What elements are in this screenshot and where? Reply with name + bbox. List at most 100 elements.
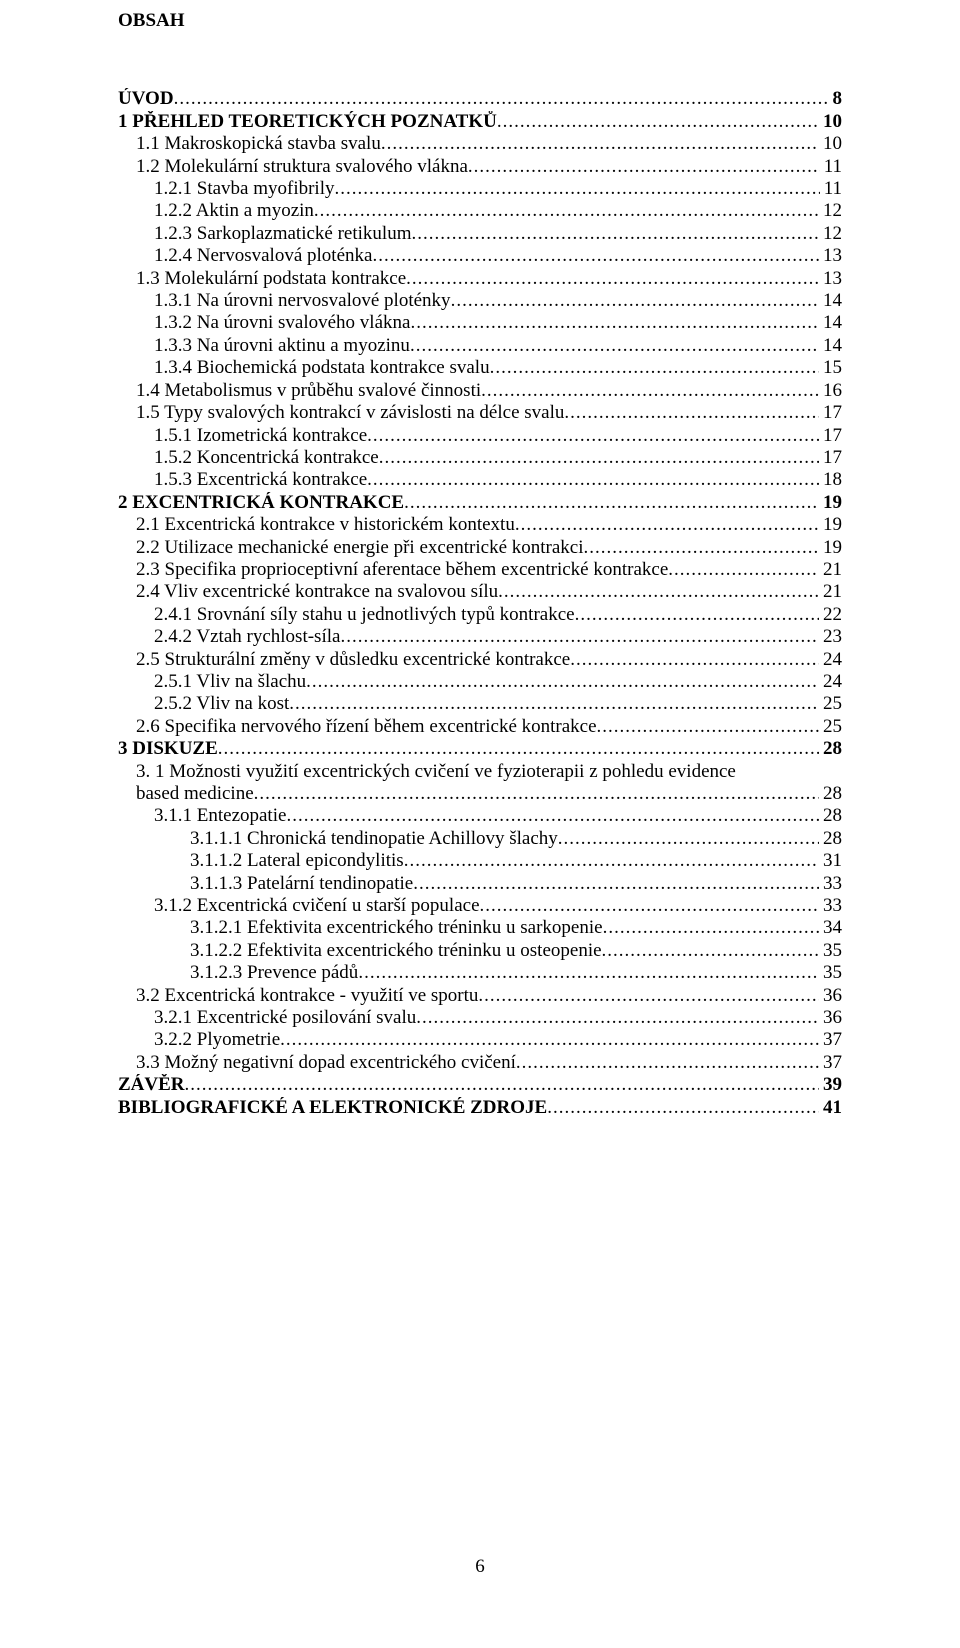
toc-entry: 3.1.2 Excentrická cvičení u starší popul… xyxy=(118,895,842,917)
toc-entry-page: 8 xyxy=(829,88,843,110)
toc-leader-dots xyxy=(480,895,819,917)
toc-entry: 3.1.2.2 Efektivita excentrického trénink… xyxy=(118,940,842,962)
toc-leader-dots xyxy=(410,335,819,357)
toc-entry-page: 17 xyxy=(819,447,842,469)
toc-entry-label: 3. 1 Možnosti využití excentrických cvič… xyxy=(136,761,736,783)
toc-entry: 2.4.1 Srovnání síly stahu u jednotlivých… xyxy=(118,604,842,626)
toc-leader-dots xyxy=(381,133,819,155)
toc-entry: 1.2 Molekulární struktura svalového vlák… xyxy=(118,156,842,178)
toc-entry-page: 12 xyxy=(819,200,842,222)
toc-entry-page: 24 xyxy=(819,671,842,693)
toc-leader-dots xyxy=(314,200,819,222)
toc-entry-label: 1.2 Molekulární struktura svalového vlák… xyxy=(136,156,468,178)
toc-entry: 1.2.3 Sarkoplazmatické retikulum 12 xyxy=(118,223,842,245)
toc-leader-dots xyxy=(174,88,829,110)
toc-entry-page: 39 xyxy=(819,1074,842,1096)
toc-leader-dots xyxy=(367,425,819,447)
toc-heading: OBSAH xyxy=(118,10,842,32)
toc-leader-dots xyxy=(498,581,819,603)
toc-entry-page: 12 xyxy=(819,223,842,245)
toc-leader-dots xyxy=(185,1074,819,1096)
toc-entry-page: 36 xyxy=(819,985,842,1007)
toc-entry-label: 1.4 Metabolismus v průběhu svalové činno… xyxy=(136,380,481,402)
toc-entry-page: 19 xyxy=(819,537,842,559)
toc-entry: 3.1.2.1 Efektivita excentrického trénink… xyxy=(118,917,842,939)
toc-leader-dots xyxy=(603,917,819,939)
toc-leader-dots xyxy=(372,245,819,267)
toc-entry: 2.1 Excentrická kontrakce v historickém … xyxy=(118,514,842,536)
toc-entry: 3.1.1.2 Lateral epicondylitis 31 xyxy=(118,850,842,872)
toc-entry: 1.5.3 Excentrická kontrakce 18 xyxy=(118,469,842,491)
toc-leader-dots xyxy=(558,828,819,850)
toc-entry: 1.2.2 Aktin a myozin 12 xyxy=(118,200,842,222)
toc-entry-page: 23 xyxy=(819,626,842,648)
toc-entry-label: 1.3.2 Na úrovni svalového vlákna xyxy=(154,312,410,334)
toc-entry-page: 36 xyxy=(819,1007,842,1029)
toc-leader-dots xyxy=(668,559,819,581)
toc-entry: 1.3.3 Na úrovni aktinu a myozinu 14 xyxy=(118,335,842,357)
toc-entry-page: 35 xyxy=(819,940,842,962)
toc-entry: 1.5.1 Izometrická kontrakce 17 xyxy=(118,425,842,447)
toc-entry-label: 3.1.1 Entezopatie xyxy=(154,805,286,827)
toc-entry-label: 2.5.2 Vliv na kost xyxy=(154,693,289,715)
toc-entry-label: 2 EXCENTRICKÁ KONTRAKCE xyxy=(118,492,404,514)
toc-entry-label: 1.3 Molekulární podstata kontrakce xyxy=(136,268,406,290)
toc-entry-page: 10 xyxy=(819,133,842,155)
page-number: 6 xyxy=(0,1556,960,1578)
toc-entry: 1.3.4 Biochemická podstata kontrakce sva… xyxy=(118,357,842,379)
toc-entry-page: 24 xyxy=(819,649,842,671)
toc-entry: BIBLIOGRAFICKÉ A ELEKTRONICKÉ ZDROJE 41 xyxy=(118,1097,842,1119)
toc-leader-dots xyxy=(490,357,819,379)
toc-entry-label: 3.2.1 Excentrické posilování svalu xyxy=(154,1007,416,1029)
toc-entry-label: 1.3.1 Na úrovni nervosvalové ploténky xyxy=(154,290,451,312)
toc-entry-label: 1.5.3 Excentrická kontrakce xyxy=(154,469,367,491)
toc-leader-dots xyxy=(334,178,819,200)
toc-entry-label: 1.3.3 Na úrovni aktinu a myozinu xyxy=(154,335,410,357)
toc-entry: based medicine 28 xyxy=(118,783,842,805)
toc-entry: ÚVOD 8 xyxy=(118,88,842,110)
toc-entry: 1.3 Molekulární podstata kontrakce 13 xyxy=(118,268,842,290)
toc-entry: 3.2.1 Excentrické posilování svalu 36 xyxy=(118,1007,842,1029)
toc-entry: 3.3 Možný negativní dopad excentrického … xyxy=(118,1052,842,1074)
toc-entry-page: 21 xyxy=(819,581,842,603)
toc-entry-page: 33 xyxy=(819,873,842,895)
toc-leader-dots xyxy=(564,402,819,424)
toc-leader-dots xyxy=(289,693,819,715)
toc-leader-dots xyxy=(410,312,819,334)
toc-entry-page: 11 xyxy=(820,156,842,178)
toc-entry-page: 14 xyxy=(819,335,842,357)
toc-leader-dots xyxy=(404,492,819,514)
toc-entry-page: 28 xyxy=(819,828,842,850)
toc-entry-label: 3.1.2 Excentrická cvičení u starší popul… xyxy=(154,895,480,917)
toc-entry: 3 DISKUZE 28 xyxy=(118,738,842,760)
toc-entry: 1.5 Typy svalových kontrakcí v závislost… xyxy=(118,402,842,424)
toc-entry: 3.2.2 Plyometrie 37 xyxy=(118,1029,842,1051)
toc-entry-page: 25 xyxy=(819,716,842,738)
toc-entry-label: ÚVOD xyxy=(118,88,174,110)
toc-entry-label: 1.5 Typy svalových kontrakcí v závislost… xyxy=(136,402,564,424)
toc-entry-page: 28 xyxy=(819,805,842,827)
toc-leader-dots xyxy=(367,469,819,491)
toc-entry: 1.1 Makroskopická stavba svalu 10 xyxy=(118,133,842,155)
toc-entry: 2.6 Specifika nervového řízení během exc… xyxy=(118,716,842,738)
toc-entry: 1.2.4 Nervosvalová ploténka 13 xyxy=(118,245,842,267)
toc-entry: 2.5.2 Vliv na kost 25 xyxy=(118,693,842,715)
toc-leader-dots xyxy=(280,1029,819,1051)
toc-leader-dots xyxy=(547,1097,819,1119)
toc-entry: 3.2 Excentrická kontrakce - využití ve s… xyxy=(118,985,842,1007)
toc-leader-dots xyxy=(413,873,819,895)
toc-entry-page: 13 xyxy=(819,268,842,290)
toc-leader-dots xyxy=(406,268,819,290)
toc-entry-label: 3.1.2.2 Efektivita excentrického trénink… xyxy=(190,940,602,962)
toc-entry: 1 PŘEHLED TEORETICKÝCH POZNATKŮ 10 xyxy=(118,111,842,133)
toc-entry-label: 2.3 Specifika proprioceptivní aferentace… xyxy=(136,559,668,581)
toc-entry-page: 22 xyxy=(819,604,842,626)
toc-entry: 1.2.1 Stavba myofibrily 11 xyxy=(118,178,842,200)
toc-leader-dots xyxy=(411,223,819,245)
toc-entry: 2.2 Utilizace mechanické energie při exc… xyxy=(118,537,842,559)
toc-entry: 1.3.2 Na úrovni svalového vlákna 14 xyxy=(118,312,842,334)
toc-leader-dots xyxy=(497,111,819,133)
toc-entry-label: 1.2.2 Aktin a myozin xyxy=(154,200,314,222)
toc-entry-page: 35 xyxy=(819,962,842,984)
toc-entry-label: 3.2.2 Plyometrie xyxy=(154,1029,280,1051)
